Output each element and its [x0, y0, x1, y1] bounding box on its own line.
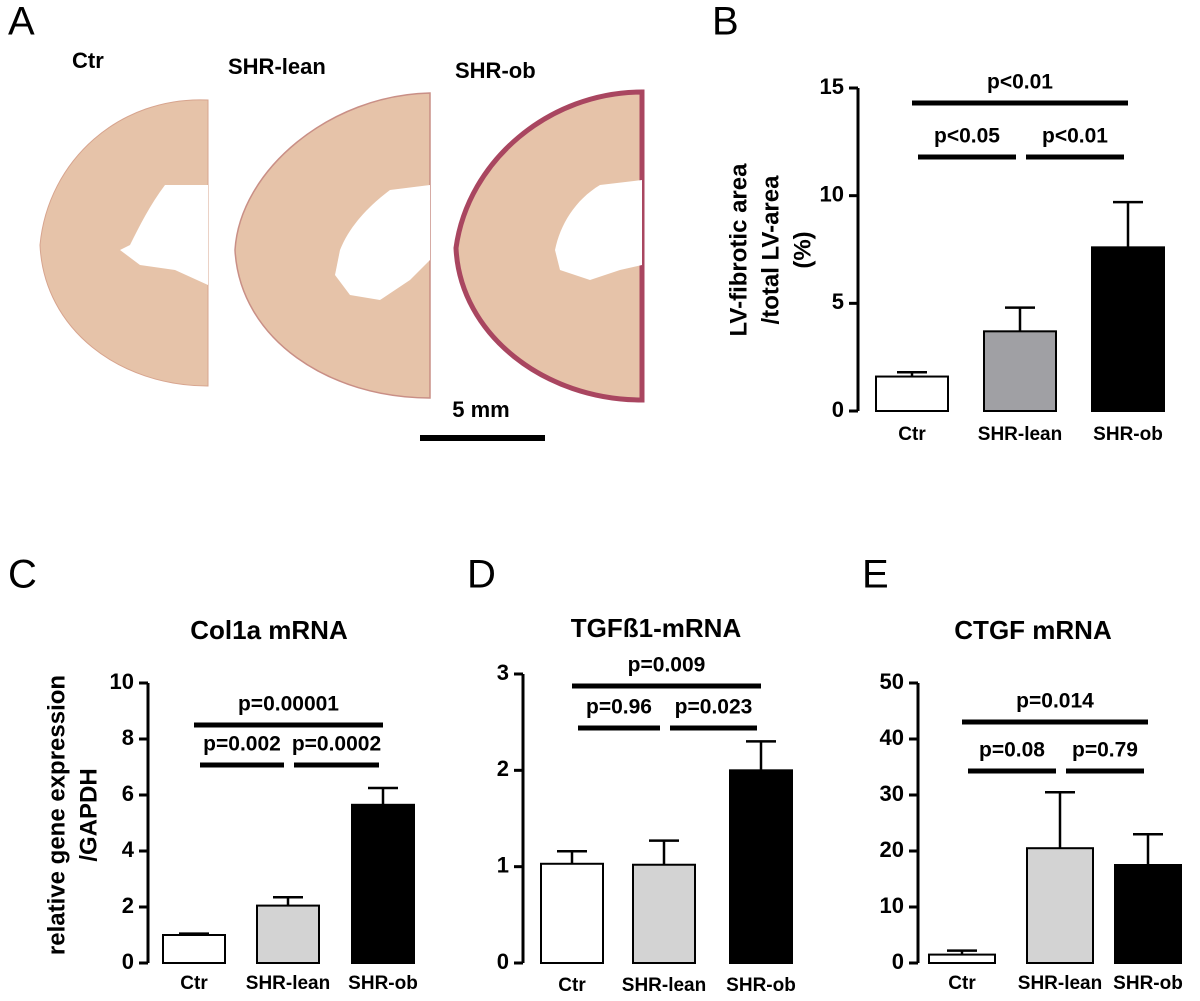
y-tick-label: 5	[832, 289, 844, 314]
x-tick-label: SHR-lean	[622, 975, 706, 996]
y-tick-label: 0	[497, 949, 509, 974]
chart-panel: C Col1a mRNA relative gene expression/GAPD…	[8, 553, 418, 994]
x-tick-label: SHR-ob	[348, 973, 418, 994]
y-tick-label: 10	[820, 181, 844, 206]
y-axis-label: (%)	[789, 231, 816, 268]
section-label: SHR-ob	[455, 58, 536, 83]
panel-letter: E	[862, 553, 889, 597]
tissue-section	[453, 89, 645, 403]
p-value-label: p=0.023	[675, 696, 753, 719]
bar	[875, 375, 949, 412]
p-value-label: p=0.0002	[292, 733, 381, 756]
x-tick-label: SHR-ob	[1093, 424, 1163, 445]
p-value-label: p<0.01	[1042, 125, 1108, 148]
lumen	[555, 180, 642, 280]
p-value-label: p<0.01	[987, 71, 1053, 94]
tissue-section	[234, 92, 431, 399]
p-value-label: p<0.05	[934, 125, 1000, 148]
chart-panel: D TGFß1-mRNA 0 1 2 3 Ctr SHR-lean SHR-ob p=0.009 p…	[467, 553, 796, 996]
x-tick-label: Ctr	[948, 973, 976, 994]
panel-letter: B	[712, 0, 739, 44]
panel-a: A Ctr SHR-lean SHR-ob 5 mm	[8, 0, 645, 441]
p-value-label: p=0.00001	[238, 693, 339, 716]
x-tick-label: SHR-lean	[978, 424, 1062, 445]
x-tick-label: SHR-lean	[246, 973, 330, 994]
bar	[1091, 246, 1165, 412]
bar	[983, 330, 1057, 412]
section-label: Ctr	[72, 48, 104, 73]
y-tick-label: 15	[820, 74, 844, 99]
y-tick-label: 2	[497, 756, 509, 781]
p-value-label: p=0.96	[586, 696, 652, 719]
y-tick-label: 10	[880, 893, 904, 918]
y-tick-label: 2	[122, 893, 134, 918]
y-axis-label: /total LV-area	[757, 175, 784, 325]
x-tick-label: Ctr	[558, 975, 586, 996]
x-tick-label: SHR-lean	[1018, 973, 1102, 994]
bar	[540, 862, 604, 965]
y-tick-label: 3	[497, 660, 509, 685]
y-axis-label: /GAPDH	[75, 768, 102, 861]
y-tick-label: 6	[122, 781, 134, 806]
bar	[162, 934, 226, 964]
y-tick-label: 0	[892, 949, 904, 974]
scale-bar-label: 5 mm	[452, 397, 509, 422]
y-tick-label: 20	[880, 837, 904, 862]
y-tick-label: 1	[497, 852, 509, 877]
lumen	[120, 185, 208, 285]
panel-letter: C	[8, 553, 37, 597]
p-value-label: p=0.014	[1016, 690, 1094, 713]
x-tick-label: SHR-ob	[1113, 973, 1183, 994]
bar	[729, 769, 793, 964]
lumen	[335, 185, 430, 300]
x-tick-label: Ctr	[180, 973, 208, 994]
bar	[928, 953, 996, 964]
x-tick-label: SHR-ob	[726, 975, 796, 996]
chart-panel: E CTGF mRNA 0 10 20 30 40 50 Ctr SHR-lean SHR-ob p=…	[862, 553, 1183, 994]
tissue-section	[39, 99, 209, 387]
y-tick-label: 0	[832, 397, 844, 422]
bar	[351, 803, 415, 964]
p-value-label: p=0.08	[979, 739, 1045, 762]
bar	[1114, 864, 1182, 964]
panel-letter: D	[467, 553, 496, 597]
chart-title: Col1a mRNA	[190, 615, 348, 645]
y-tick-label: 50	[880, 669, 904, 694]
y-axis-label: relative gene expression	[43, 675, 70, 955]
x-tick-label: Ctr	[898, 424, 926, 445]
chart-title: TGFß1-mRNA	[571, 613, 742, 643]
panel-letter: A	[8, 0, 35, 44]
chart-title: CTGF mRNA	[954, 615, 1112, 645]
p-value-label: p=0.002	[203, 733, 281, 756]
section-label: SHR-lean	[228, 54, 326, 79]
y-axis-label: LV-fibrotic area	[725, 163, 752, 337]
p-value-label: p=0.79	[1072, 739, 1138, 762]
y-tick-label: 10	[110, 669, 134, 694]
chart-panel: B LV-fibrotic area/total LV-area (%) 0 5 10 15…	[712, 0, 1165, 445]
p-value-label: p=0.009	[628, 654, 706, 677]
bar	[256, 904, 320, 964]
y-tick-label: 8	[122, 725, 134, 750]
y-tick-label: 0	[122, 949, 134, 974]
y-tick-label: 30	[880, 781, 904, 806]
bar	[632, 863, 696, 964]
bar	[1026, 847, 1094, 965]
y-tick-label: 4	[122, 837, 135, 862]
y-tick-label: 40	[880, 725, 904, 750]
